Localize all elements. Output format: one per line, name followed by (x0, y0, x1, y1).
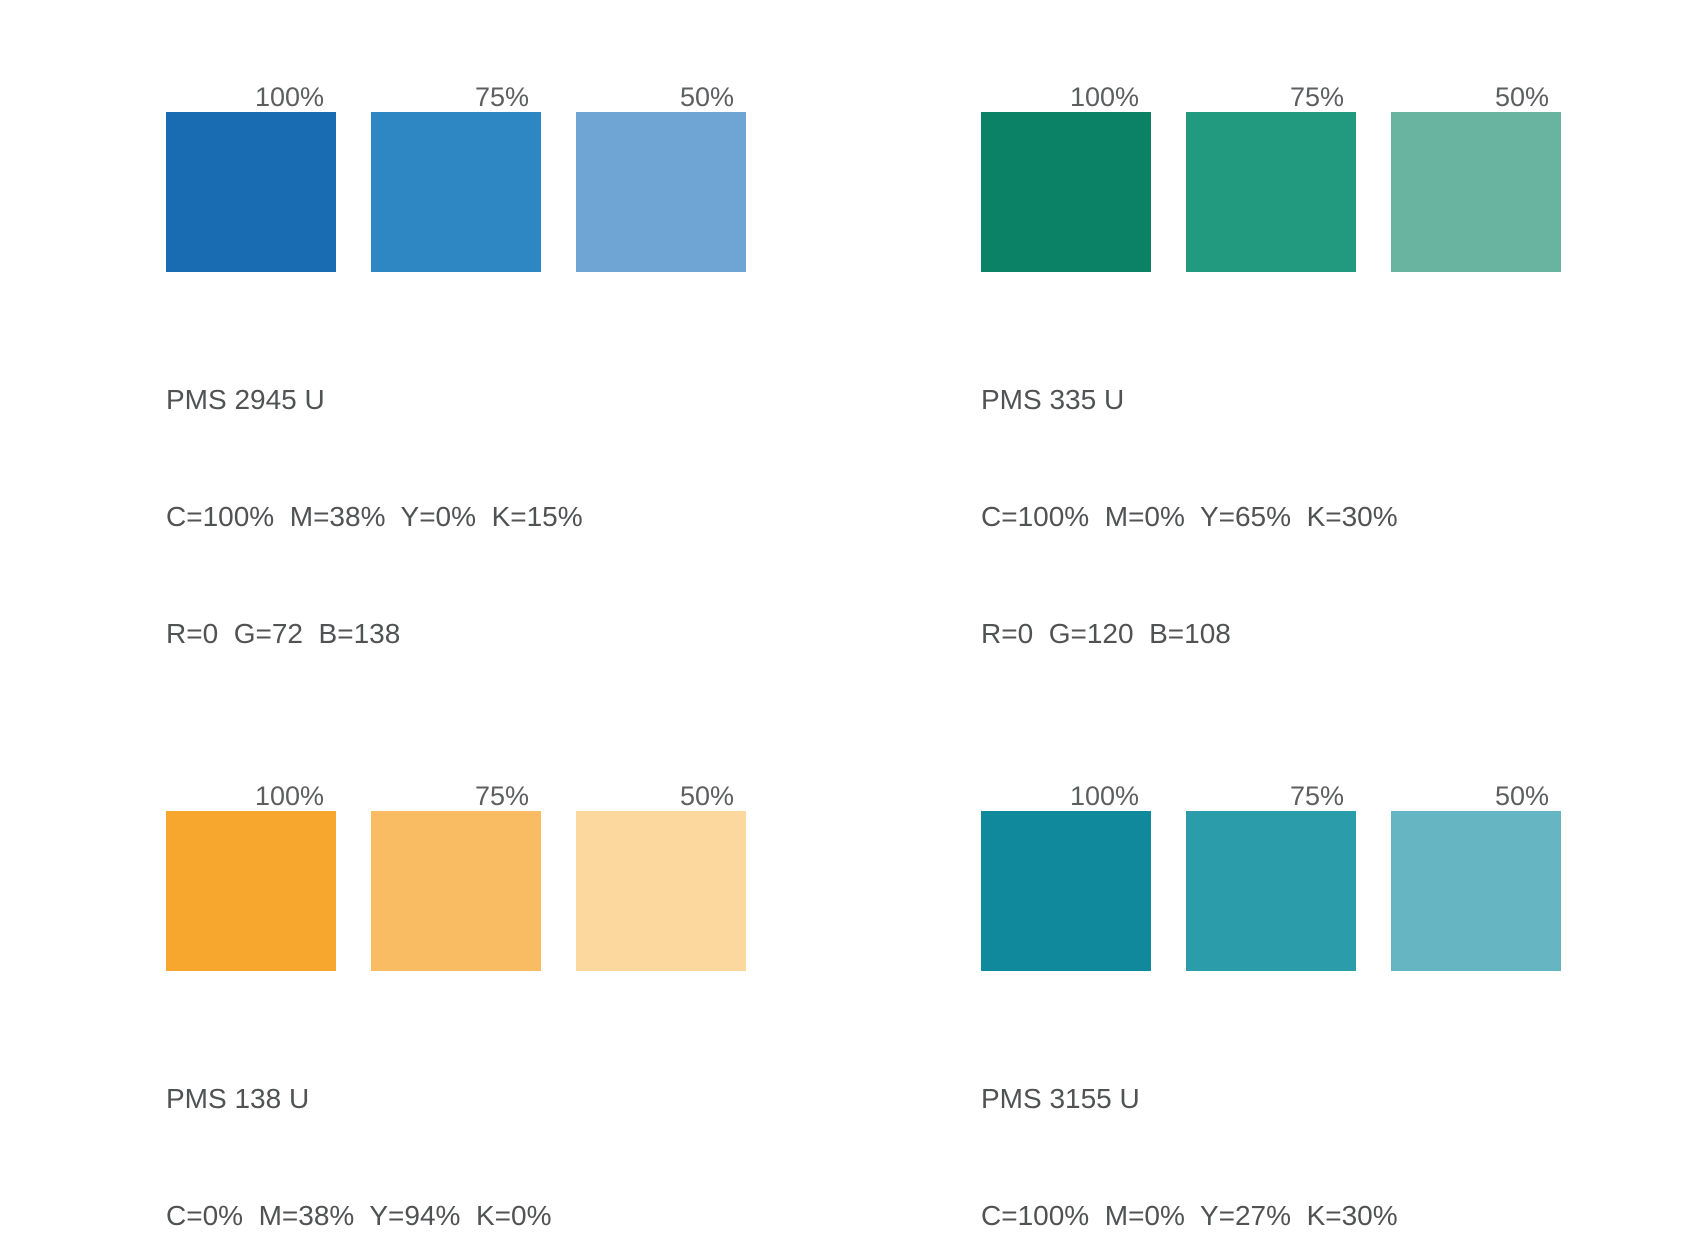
pms-name: PMS 2945 U (166, 384, 325, 415)
tint-label-50: 50% (1494, 781, 1549, 811)
swatch-row: 100% 75% 50% (166, 82, 746, 272)
color-swatch-50 (576, 112, 746, 272)
tint-label-100: 100% (254, 781, 324, 811)
cmyk-values: C=100% M=0% Y=27% K=30% (981, 1200, 1398, 1231)
swatch-group-pms-335u: 100% 75% 50% PMS 335 U C=100% M=0% Y=65%… (981, 82, 1561, 731)
color-spec-text: PMS 138 U C=0% M=38% Y=94% K=0% R=220 G=… (166, 1001, 746, 1260)
tint-label-100: 100% (254, 82, 324, 112)
color-swatch-75 (371, 112, 541, 272)
swatch-row: 100% 75% 50% (981, 82, 1561, 272)
color-swatch-50 (576, 811, 746, 971)
color-swatch-50 (1391, 811, 1561, 971)
color-spec-text: PMS 335 U C=100% M=0% Y=65% K=30% R=0 G=… (981, 302, 1561, 731)
cmyk-values: C=100% M=0% Y=65% K=30% (981, 501, 1398, 532)
tint-75: 75% (371, 82, 541, 272)
swatch-group-pms-3155u: 100% 75% 50% PMS 3155 U C=100% M=0% Y=27… (981, 781, 1561, 1260)
tint-label-100: 100% (1069, 82, 1139, 112)
pms-name: PMS 138 U (166, 1083, 310, 1114)
pms-name: PMS 3155 U (981, 1083, 1140, 1114)
color-swatch-100 (166, 112, 336, 272)
color-swatch-75 (1186, 811, 1356, 971)
tint-label-50: 50% (1494, 82, 1549, 112)
rgb-values: R=0 G=72 B=138 (166, 618, 401, 649)
swatch-grid: 100% 75% 50% PMS 2945 U C=100% M=38% Y=0… (166, 82, 1561, 1260)
tint-label-75: 75% (474, 781, 529, 811)
tint-100: 100% (981, 781, 1151, 971)
tint-label-100: 100% (1069, 781, 1139, 811)
tint-50: 50% (576, 82, 746, 272)
color-spec-text: PMS 3155 U C=100% M=0% Y=27% K=30% R=0 G… (981, 1001, 1561, 1260)
tint-75: 75% (1186, 82, 1356, 272)
tint-100: 100% (166, 781, 336, 971)
color-swatch-100 (981, 112, 1151, 272)
swatch-row: 100% 75% 50% (166, 781, 746, 971)
color-swatch-75 (371, 811, 541, 971)
tint-75: 75% (371, 781, 541, 971)
tint-50: 50% (576, 781, 746, 971)
tint-100: 100% (166, 82, 336, 272)
swatch-group-pms-138u: 100% 75% 50% PMS 138 U C=0% M=38% Y=94% … (166, 781, 746, 1260)
tint-50: 50% (1391, 781, 1561, 971)
color-swatch-100 (166, 811, 336, 971)
tint-75: 75% (1186, 781, 1356, 971)
pms-name: PMS 335 U (981, 384, 1125, 415)
cmyk-values: C=0% M=38% Y=94% K=0% (166, 1200, 552, 1231)
tint-50: 50% (1391, 82, 1561, 272)
tint-100: 100% (981, 82, 1151, 272)
swatch-group-pms-2945u: 100% 75% 50% PMS 2945 U C=100% M=38% Y=0… (166, 82, 746, 731)
tint-label-75: 75% (1289, 781, 1344, 811)
color-swatch-100 (981, 811, 1151, 971)
tint-label-50: 50% (679, 781, 734, 811)
tint-label-50: 50% (679, 82, 734, 112)
color-spec-text: PMS 2945 U C=100% M=38% Y=0% K=15% R=0 G… (166, 302, 746, 731)
color-swatch-75 (1186, 112, 1356, 272)
rgb-values: R=0 G=120 B=108 (981, 618, 1231, 649)
tint-label-75: 75% (474, 82, 529, 112)
tint-label-75: 75% (1289, 82, 1344, 112)
cmyk-values: C=100% M=38% Y=0% K=15% (166, 501, 583, 532)
swatch-row: 100% 75% 50% (981, 781, 1561, 971)
color-swatch-50 (1391, 112, 1561, 272)
